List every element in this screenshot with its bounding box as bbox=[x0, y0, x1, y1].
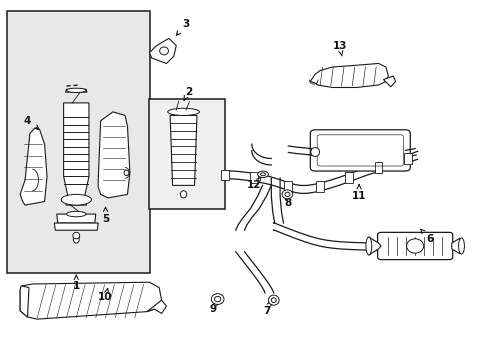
Ellipse shape bbox=[66, 88, 86, 93]
Text: 12: 12 bbox=[246, 177, 261, 190]
Polygon shape bbox=[170, 116, 197, 185]
FancyBboxPatch shape bbox=[149, 99, 224, 209]
Ellipse shape bbox=[159, 47, 168, 55]
Text: 10: 10 bbox=[98, 288, 113, 302]
Ellipse shape bbox=[214, 296, 221, 302]
Text: 2: 2 bbox=[183, 87, 192, 100]
Ellipse shape bbox=[365, 237, 371, 255]
Polygon shape bbox=[63, 103, 89, 205]
Text: 13: 13 bbox=[332, 41, 346, 56]
Ellipse shape bbox=[167, 108, 199, 116]
Polygon shape bbox=[65, 89, 87, 92]
Polygon shape bbox=[383, 76, 395, 87]
Polygon shape bbox=[57, 214, 96, 223]
Text: 4: 4 bbox=[24, 116, 39, 129]
Text: 6: 6 bbox=[420, 229, 432, 244]
Polygon shape bbox=[20, 282, 161, 319]
Ellipse shape bbox=[124, 170, 129, 176]
Ellipse shape bbox=[458, 238, 464, 254]
Polygon shape bbox=[147, 300, 166, 314]
Text: 8: 8 bbox=[284, 195, 291, 208]
Bar bbox=[250, 172, 258, 183]
Ellipse shape bbox=[61, 194, 91, 205]
Polygon shape bbox=[20, 286, 29, 317]
Polygon shape bbox=[54, 223, 98, 230]
Ellipse shape bbox=[268, 295, 279, 305]
Ellipse shape bbox=[211, 294, 224, 305]
Ellipse shape bbox=[285, 192, 289, 197]
FancyBboxPatch shape bbox=[377, 232, 452, 260]
Bar bbox=[345, 172, 352, 183]
Text: 5: 5 bbox=[102, 207, 109, 224]
Ellipse shape bbox=[257, 171, 268, 177]
FancyBboxPatch shape bbox=[6, 12, 150, 273]
Text: 7: 7 bbox=[262, 301, 270, 316]
Bar bbox=[316, 181, 324, 192]
Bar bbox=[221, 170, 228, 180]
Ellipse shape bbox=[406, 239, 423, 253]
Polygon shape bbox=[20, 128, 47, 205]
Bar bbox=[284, 181, 292, 192]
Text: 1: 1 bbox=[73, 275, 80, 291]
Bar bbox=[403, 153, 411, 164]
Ellipse shape bbox=[260, 173, 265, 176]
Polygon shape bbox=[98, 112, 130, 198]
Ellipse shape bbox=[310, 148, 319, 157]
FancyBboxPatch shape bbox=[310, 130, 409, 171]
Polygon shape bbox=[451, 238, 461, 254]
Polygon shape bbox=[149, 39, 176, 63]
Ellipse shape bbox=[66, 211, 86, 217]
Ellipse shape bbox=[73, 235, 79, 243]
Polygon shape bbox=[310, 63, 387, 87]
Ellipse shape bbox=[282, 190, 292, 199]
Text: 3: 3 bbox=[176, 19, 189, 35]
Polygon shape bbox=[368, 237, 380, 255]
Text: 9: 9 bbox=[209, 301, 217, 314]
Bar bbox=[374, 162, 382, 173]
Ellipse shape bbox=[73, 232, 80, 239]
Ellipse shape bbox=[180, 191, 186, 198]
Ellipse shape bbox=[271, 298, 276, 302]
Text: 11: 11 bbox=[351, 185, 366, 201]
